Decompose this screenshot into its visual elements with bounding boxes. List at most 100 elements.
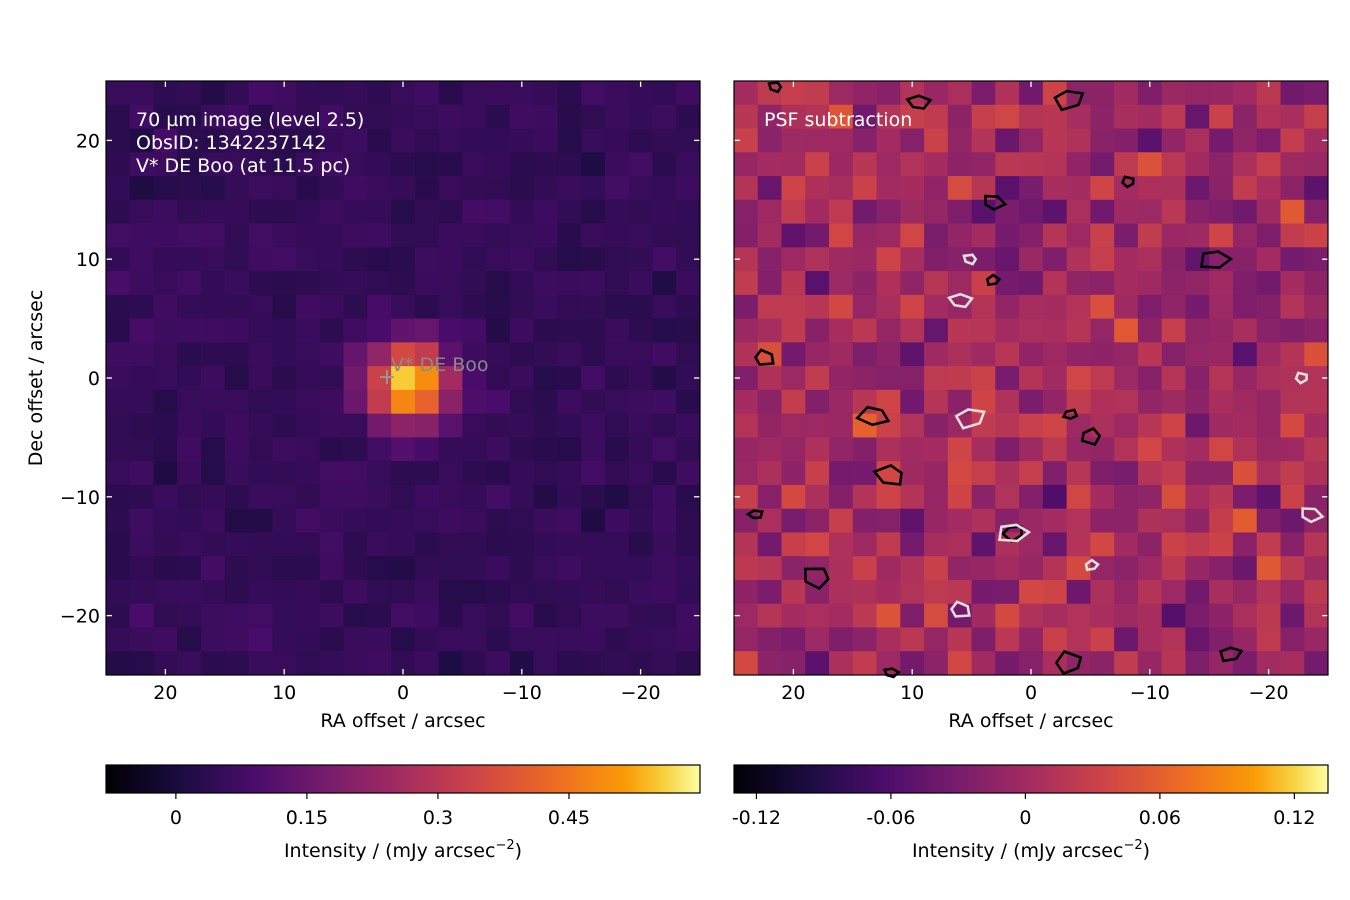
x-tick-label: 10 xyxy=(900,682,924,704)
heatmap-cell xyxy=(1232,579,1258,605)
heatmap-cell xyxy=(1161,413,1186,438)
heatmap-cell xyxy=(177,199,202,224)
heatmap-cell xyxy=(924,294,949,319)
heatmap-cell xyxy=(486,556,511,581)
heatmap-cell xyxy=(248,199,273,224)
heatmap-cell xyxy=(876,627,901,652)
heatmap-cell xyxy=(1304,223,1329,248)
heatmap-cell xyxy=(852,271,877,296)
heatmap-cell xyxy=(971,104,996,129)
heatmap-cell xyxy=(1209,389,1234,415)
heatmap-cell xyxy=(900,389,925,415)
heatmap-cell xyxy=(1280,556,1305,581)
heatmap-cell xyxy=(947,484,972,510)
heatmap-cell xyxy=(1161,199,1186,224)
heatmap-cell xyxy=(781,579,806,605)
heatmap-cell xyxy=(1042,508,1068,533)
heatmap-cell xyxy=(876,437,901,462)
heatmap-cell xyxy=(106,556,131,581)
heatmap-cell xyxy=(971,128,996,153)
right-panel: 20 10 0 −10 −20 PSF subtraction RA offset / … xyxy=(733,80,1329,732)
heatmap-cell xyxy=(153,437,178,462)
heatmap-cell xyxy=(462,603,487,628)
heatmap-cell xyxy=(367,318,392,343)
heatmap-cell xyxy=(924,366,949,391)
heatmap-cell xyxy=(319,627,344,652)
heatmap-cell xyxy=(248,318,273,343)
heatmap-cell xyxy=(343,81,368,106)
heatmap-cell xyxy=(604,81,630,106)
heatmap-cell xyxy=(995,603,1020,628)
positive-contour xyxy=(905,94,933,110)
heatmap-cell xyxy=(652,579,677,605)
heatmap-cell xyxy=(343,484,368,510)
heatmap-cell xyxy=(1042,223,1068,248)
heatmap-cell xyxy=(414,579,440,605)
heatmap-cell xyxy=(876,199,901,224)
heatmap-cell xyxy=(201,366,226,391)
heatmap-cell xyxy=(1066,271,1091,296)
heatmap-cell xyxy=(1042,579,1068,605)
heatmap-cell xyxy=(343,651,368,676)
heatmap-cell xyxy=(248,508,273,533)
heatmap-cell xyxy=(224,532,249,557)
heatmap-cell xyxy=(604,366,630,391)
heatmap-cell xyxy=(106,199,131,224)
heatmap-cell xyxy=(106,223,131,248)
heatmap-cell xyxy=(1280,342,1305,367)
heatmap-cell xyxy=(224,223,249,248)
heatmap-cell xyxy=(1185,556,1210,581)
heatmap-cell xyxy=(153,556,178,581)
heatmap-cell xyxy=(581,627,606,652)
heatmap-cell xyxy=(296,413,321,438)
heatmap-cell xyxy=(319,318,344,343)
heatmap-cell xyxy=(367,532,392,557)
heatmap-cell xyxy=(367,271,392,296)
heatmap-cell xyxy=(129,627,154,652)
heatmap-cell xyxy=(805,176,830,201)
right-colorbar-gradient xyxy=(733,764,1329,794)
heatmap-cell xyxy=(652,318,677,343)
colorbar-tick-label: 0 xyxy=(1019,807,1031,829)
heatmap-cell xyxy=(533,579,558,605)
heatmap-cell xyxy=(1185,579,1210,605)
heatmap-cell xyxy=(414,508,440,533)
heatmap-cell xyxy=(1256,152,1281,177)
heatmap-cell xyxy=(604,532,630,557)
heatmap-cell xyxy=(1114,104,1139,129)
heatmap-cell xyxy=(153,104,178,129)
heatmap-cell xyxy=(177,342,202,367)
heatmap-cell xyxy=(1280,128,1305,153)
heatmap-cell xyxy=(153,532,178,557)
heatmap-cell xyxy=(1019,579,1044,605)
heatmap-cell xyxy=(1042,603,1068,628)
heatmap-cell xyxy=(153,508,178,533)
source-marker-plus: + xyxy=(378,365,396,390)
heatmap-cell xyxy=(414,413,440,438)
heatmap-cell xyxy=(1114,627,1139,652)
heatmap-cell xyxy=(486,152,511,177)
heatmap-cell xyxy=(509,152,535,177)
heatmap-cell xyxy=(829,247,854,272)
heatmap-cell xyxy=(438,247,463,272)
heatmap-cell xyxy=(129,437,154,462)
heatmap-cell xyxy=(296,176,321,201)
heatmap-cell xyxy=(224,152,249,177)
heatmap-cell xyxy=(106,104,131,129)
heatmap-cell xyxy=(852,437,877,462)
heatmap-cell xyxy=(153,199,178,224)
heatmap-cell xyxy=(343,318,368,343)
heatmap-cell xyxy=(1019,128,1044,153)
heatmap-cell xyxy=(296,437,321,462)
heatmap-cell xyxy=(734,104,759,129)
heatmap-cell xyxy=(153,223,178,248)
heatmap-cell xyxy=(995,413,1020,438)
heatmap-cell xyxy=(1256,532,1281,557)
heatmap-cell xyxy=(676,579,701,605)
heatmap-cell xyxy=(438,484,463,510)
heatmap-cell xyxy=(1042,128,1068,153)
heatmap-cell xyxy=(1232,247,1258,272)
heatmap-cell xyxy=(272,342,297,367)
heatmap-cell xyxy=(201,294,226,319)
